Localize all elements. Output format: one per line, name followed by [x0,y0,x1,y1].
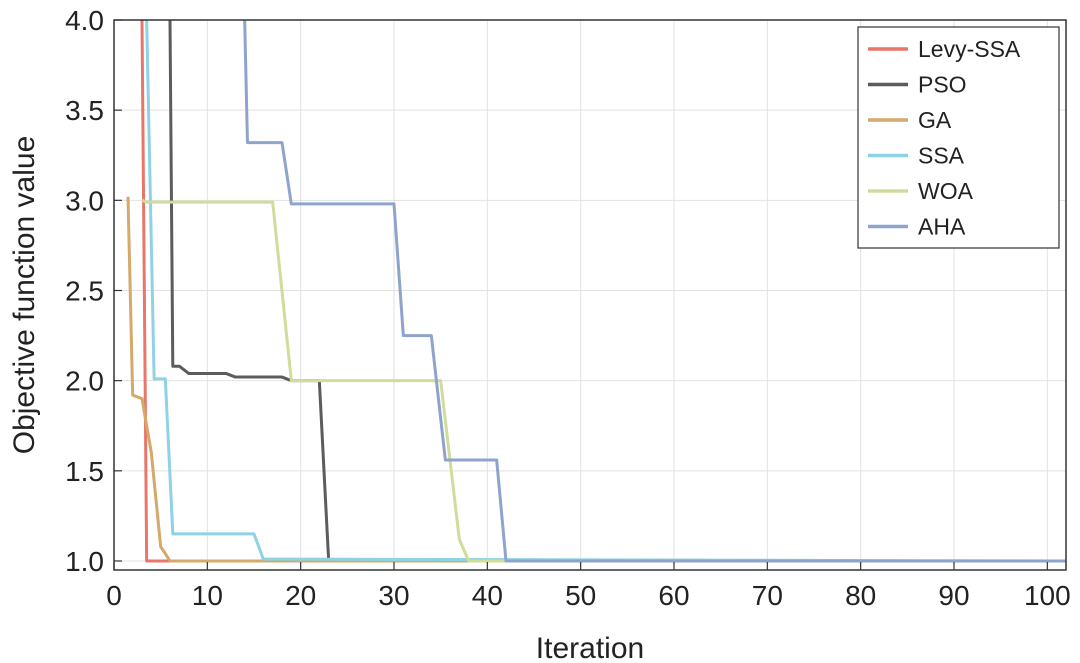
x-axis-label: Iteration [536,632,644,663]
series-line-woa [141,198,1066,563]
y-tick-label: 1.0 [65,546,104,577]
legend-box [857,26,1060,249]
y-tick-label: 3.5 [65,95,104,126]
y-tick-label: 4.0 [65,5,104,36]
x-tick-label: 60 [658,580,689,611]
x-axis-ticks: 0 10 20 30 40 50 60 70 80 90 100 [106,562,1071,611]
legend-label-pso: PSO [918,72,967,98]
legend: Levy-SSA PSO GA SSA WOA AHA [857,26,1060,249]
x-tick-label: 70 [752,580,783,611]
series-line-ga [126,196,1066,563]
x-tick-label: 50 [565,580,596,611]
y-tick-label: 2.0 [65,366,104,397]
x-tick-label: 90 [938,580,969,611]
x-tick-label: 0 [106,580,122,611]
x-tick-label: 80 [845,580,876,611]
plot-border [113,19,1067,571]
legend-label-levy-ssa: Levy-SSA [918,36,1021,62]
x-tick-label: 30 [378,580,409,611]
series-line-aha [243,20,1066,563]
y-tick-label: 3.0 [65,185,104,216]
y-tick-label: 1.5 [65,456,104,487]
y-axis-label: Objective function value [8,136,41,455]
y-axis-ticks: 1.0 1.5 2.0 2.5 3.0 3.5 4.0 [65,5,122,577]
x-tick-label: 100 [1024,580,1071,611]
x-tick-label: 10 [192,580,223,611]
legend-label-ssa: SSA [918,143,965,169]
series-lines [126,20,1066,563]
series-line-ssa [145,20,1066,563]
legend-label-woa: WOA [918,178,974,204]
legend-label-ga: GA [918,107,952,133]
y-tick-label: 2.5 [65,275,104,306]
series-line-pso [168,20,1066,563]
legend-label-aha: AHA [918,214,966,240]
x-tick-label: 20 [285,580,316,611]
x-tick-label: 40 [472,580,503,611]
